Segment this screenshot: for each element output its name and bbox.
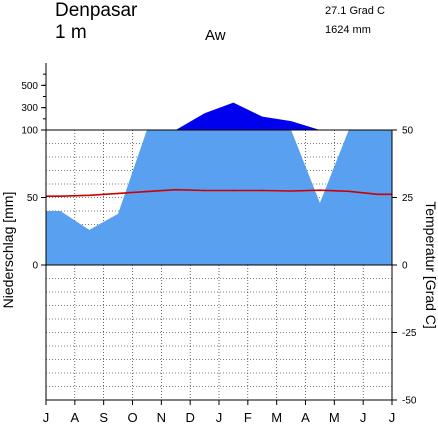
- month-label: J: [389, 410, 396, 425]
- temp-tick-label: 0: [402, 261, 408, 272]
- temp-tick-label: 50: [402, 126, 414, 137]
- temperature-line: [46, 188, 392, 197]
- precip-tick-label: 300: [21, 103, 38, 114]
- temperature-point: [319, 189, 321, 192]
- month-label: J: [360, 410, 367, 425]
- temperature-point: [347, 190, 350, 193]
- month-label: D: [185, 410, 194, 425]
- temperature-point: [88, 194, 91, 197]
- station-elevation: 1 m: [55, 22, 87, 43]
- month-label: A: [70, 410, 79, 425]
- tick-labels: 0 50 100 300 500 50 25 0 -25 -50 J A S O N D J F M A M J J: [21, 73, 417, 425]
- temperature-point: [232, 189, 235, 192]
- temperature-point: [203, 189, 206, 192]
- temperature-point: [146, 190, 148, 193]
- precip-tick-label: 100: [21, 126, 38, 137]
- precipitation-area-low: [46, 130, 392, 265]
- month-label: A: [301, 410, 310, 425]
- month-label: M: [329, 410, 340, 425]
- temperature-series: [46, 188, 392, 197]
- annual-precipitation: 1624 mm: [325, 24, 371, 36]
- temperature-point: [290, 190, 292, 192]
- precipitation-area: [46, 102, 392, 265]
- temp-tick-label: 25: [402, 193, 414, 204]
- precip-tick-label: 50: [27, 193, 39, 204]
- mean-temperature: 27.1 Grad C: [325, 5, 385, 17]
- precip-tick-label: 500: [21, 81, 38, 92]
- month-label: M: [271, 410, 282, 425]
- month-label: N: [157, 410, 166, 425]
- month-label: J: [43, 410, 50, 425]
- climate-class: Aw: [205, 27, 226, 44]
- month-label: F: [244, 410, 252, 425]
- precipitation-area-high: [46, 102, 392, 130]
- temperature-point: [376, 193, 379, 196]
- temperature-point: [261, 189, 264, 192]
- temp-tick-label: -25: [402, 328, 417, 339]
- month-label: O: [127, 410, 137, 425]
- temperature-point: [174, 188, 177, 191]
- month-label: S: [99, 410, 108, 425]
- station-name: Denpasar: [55, 0, 138, 21]
- left-axis-label: Niederschlag [mm]: [0, 192, 16, 309]
- temp-tick-label: -50: [402, 396, 417, 407]
- right-axis-label: Temperatur [Grad C]: [423, 201, 438, 329]
- temperature-point: [117, 192, 119, 195]
- precip-tick-label: 0: [32, 261, 38, 272]
- temperature-point: [59, 195, 62, 197]
- month-label: J: [216, 410, 223, 425]
